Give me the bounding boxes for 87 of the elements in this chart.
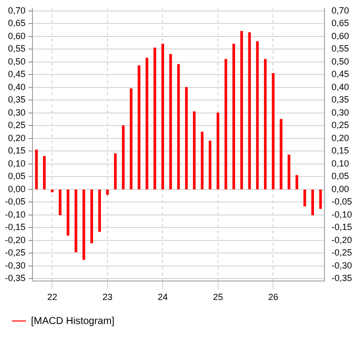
x-tick-label: 25 [212,292,223,302]
x-tick-label: 23 [102,292,112,302]
bar [192,111,196,190]
y2-tick-label: 0,55 [331,44,350,54]
bar [66,190,70,236]
y2-tick-label: 0,30 [331,107,350,118]
bar [138,65,140,190]
y-tick-label: 0,10 [8,158,26,168]
bar [74,190,78,252]
bar [90,190,94,244]
bar [288,154,290,190]
y-tick-label: 0,20 [8,132,26,143]
y2-tick-label: 0,45 [331,69,350,80]
y-tick-label: 0,40 [8,82,26,92]
bar [161,44,164,190]
bar [224,59,228,190]
bar [98,190,101,232]
bar [319,190,322,209]
bar [185,87,188,190]
bar [256,41,259,190]
y-tick-label: -0,35 [5,273,26,284]
y-tick-label: 0,55 [8,44,26,54]
bar [130,88,132,190]
bar [248,32,251,190]
y2-tick-label: 0,20 [331,132,350,143]
bar [58,190,62,216]
bar [82,190,86,260]
bar [169,54,172,190]
y-tick-label: -0,15 [5,222,26,232]
bar [272,73,275,190]
y-tick-label: 0,65 [8,18,26,28]
bar [200,132,204,190]
x-tick-label: 22 [47,292,58,302]
bar [303,190,306,206]
y2-tick-label: 0,25 [331,120,350,130]
y-tick-label: 0,35 [8,94,26,105]
y2-tick-label: 0,70 [331,5,350,16]
y2-tick-label: 0,15 [331,146,350,156]
y2-tick-label: -0,05 [331,196,352,207]
bar [153,48,156,190]
x-tick-label: 26 [268,292,278,302]
y2-tick-label: 0,65 [331,18,350,28]
bar [240,31,243,190]
bar [296,175,298,190]
y2-tick-label: 0,35 [331,94,350,105]
bar [50,190,54,192]
y2-tick-label: -0,35 [331,273,352,284]
y2-tick-label: 0,10 [331,158,350,168]
y-tick-label: -0,20 [5,234,26,245]
y2-tick-label: 0,40 [331,82,350,92]
bar [264,59,267,190]
y-tick-label: -0,30 [5,260,26,270]
y2-tick-label: 0,05 [331,171,350,182]
x-tick-label: 24 [158,292,168,302]
bar [208,140,212,190]
bar [35,150,38,190]
bar [43,156,46,190]
y-tick-label: 0,30 [8,107,26,118]
bar [106,190,109,195]
bar [146,58,148,190]
bar [232,44,236,190]
bar [311,190,314,216]
y-tick-label: 0,60 [8,30,26,41]
y-tick-label: 0,50 [8,56,26,66]
y-tick-label: 0,00 [8,184,26,194]
y-tick-label: 0,05 [8,171,26,182]
bar [114,153,117,190]
y-tick-label: 0,25 [8,120,26,130]
y2-tick-label: 0,00 [331,184,350,194]
y2-tick-label: -0,25 [331,248,352,258]
bar [216,112,220,190]
y-tick-label: -0,05 [5,196,26,207]
y2-tick-label: -0,10 [331,209,352,220]
y-tick-label: 0,45 [8,69,26,80]
y2-tick-label: -0,20 [331,234,352,245]
bar [122,125,125,190]
y-tick-label: 0,15 [8,146,26,156]
legend-label: [MACD Histogram] [31,316,115,327]
y-tick-label: -0,25 [5,248,26,258]
bar [280,118,282,190]
bar [177,64,180,190]
y2-tick-label: 0,60 [331,30,350,41]
y-tick-label: 0,70 [8,5,26,16]
y2-tick-label: -0,30 [331,260,352,270]
y-tick-label: -0,10 [5,209,26,220]
y2-tick-label: 0,50 [331,56,350,66]
y2-tick-label: -0,15 [331,222,352,232]
